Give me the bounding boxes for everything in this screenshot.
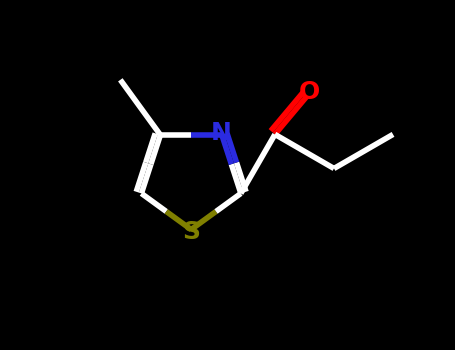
Text: N: N <box>211 121 232 145</box>
Text: O: O <box>299 80 320 104</box>
Text: S: S <box>182 220 200 244</box>
